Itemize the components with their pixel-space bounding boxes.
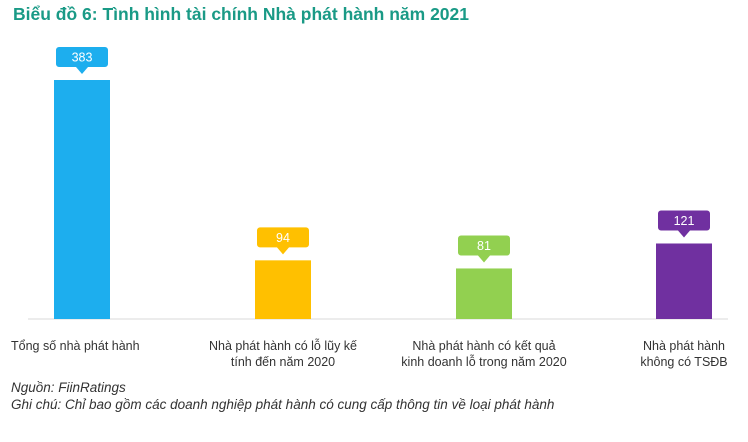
data-label-box-4 — [658, 210, 710, 238]
data-label-1: 383 — [72, 51, 93, 65]
chart-footer: Nguồn: FiinRatings Ghi chú: Chỉ bao gồm … — [11, 379, 554, 413]
footnote: Ghi chú: Chỉ bao gồm các doanh nghiệp ph… — [11, 397, 555, 412]
category-label-4: Nhà phát hành không có TSĐB — [640, 339, 728, 369]
category-label-2: Nhà phát hành có lỗ lũy kế tính đến năm … — [208, 339, 358, 369]
data-label-box-2 — [257, 227, 309, 255]
data-label-4: 121 — [674, 214, 695, 228]
bar-4 — [656, 243, 712, 319]
data-label-2: 94 — [276, 231, 290, 245]
chart-title: Biểu đồ 6: Tình hình tài chính Nhà phát … — [13, 4, 470, 24]
category-label-1: Tổng số nhà phát hành — [11, 339, 140, 353]
bar-3 — [456, 268, 512, 319]
data-label-box-1 — [56, 47, 108, 74]
bars-group: 383 94 81 121 — [54, 47, 712, 319]
data-label-box-3 — [458, 235, 510, 263]
bar-1 — [54, 80, 110, 319]
bar-2 — [255, 260, 311, 319]
source-note: Nguồn: FiinRatings — [11, 380, 126, 395]
category-label-3: Nhà phát hành có kết quả kinh doanh lỗ t… — [401, 339, 567, 369]
data-label-3: 81 — [477, 239, 491, 253]
